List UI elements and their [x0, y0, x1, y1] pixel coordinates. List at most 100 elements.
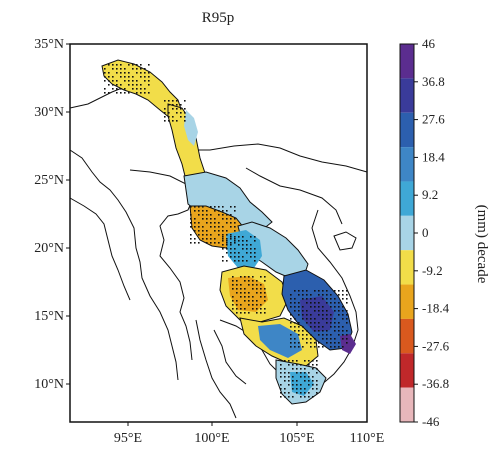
stipple-dot [244, 300, 246, 302]
stipple-dot [120, 92, 122, 94]
stipple-dot [342, 314, 344, 316]
stipple-dot [290, 334, 292, 336]
stipple-dot [214, 210, 216, 212]
stipple-dot [244, 292, 246, 294]
stipple-dot [308, 380, 310, 382]
stipple-dot [304, 360, 306, 362]
stipple-dot [298, 326, 300, 328]
stipple-dot [218, 234, 220, 236]
stipple-dot [304, 388, 306, 390]
stipple-dot [112, 64, 114, 66]
stipple-dot [294, 326, 296, 328]
stipple-dot [312, 380, 314, 382]
stipple-dot [334, 310, 336, 312]
stipple-dot [280, 388, 282, 390]
stipple-dot [214, 206, 216, 208]
stipple-dot [260, 296, 262, 298]
significance-stippling [104, 64, 348, 398]
stipple-dot [222, 238, 224, 240]
stipple-dot [210, 226, 212, 228]
stipple-dot [136, 80, 138, 82]
stipple-dot [316, 384, 318, 386]
stipple-dot [234, 236, 236, 238]
stipple-dot [296, 372, 298, 374]
stipple-dot [302, 314, 304, 316]
stipple-dot [330, 338, 332, 340]
stipple-dot [198, 230, 200, 232]
stipple-dot [290, 318, 292, 320]
stipple-dot [312, 388, 314, 390]
stipple-dot [240, 292, 242, 294]
stipple-dot [342, 318, 344, 320]
stipple-dot [312, 376, 314, 378]
stipple-dot [250, 244, 252, 246]
stipple-dot [232, 304, 234, 306]
stipple-dot [168, 104, 170, 106]
stipple-dot [236, 284, 238, 286]
stipple-dot [294, 318, 296, 320]
stipple-dot [232, 276, 234, 278]
stipple-dot [222, 260, 224, 262]
stipple-dot [140, 76, 142, 78]
stipple-dot [346, 330, 348, 332]
basin-south-highlands-light [300, 296, 334, 332]
stipple-dot [236, 304, 238, 306]
stipple-dot [222, 218, 224, 220]
stipple-dot [256, 304, 258, 306]
stipple-dot [132, 84, 134, 86]
stipple-dot [230, 248, 232, 250]
stipple-dot [210, 206, 212, 208]
stipple-dot [256, 308, 258, 310]
stipple-dot [184, 100, 186, 102]
stipple-dot [338, 310, 340, 312]
stipple-dot [338, 322, 340, 324]
stipple-dot [342, 294, 344, 296]
stipple-dot [252, 308, 254, 310]
stipple-dot [314, 318, 316, 320]
stipple-dot [226, 252, 228, 254]
stipple-dot [132, 64, 134, 66]
stipple-dot [314, 290, 316, 292]
stipple-dot [148, 84, 150, 86]
stipple-dot [168, 120, 170, 122]
stipple-dot [172, 120, 174, 122]
colorbar [399, 43, 415, 423]
stipple-dot [326, 334, 328, 336]
stipple-dot [318, 306, 320, 308]
stipple-dot [202, 230, 204, 232]
stipple-dot [124, 76, 126, 78]
stipple-dot [330, 334, 332, 336]
stipple-dot [144, 68, 146, 70]
stipple-dot [292, 360, 294, 362]
stipple-dot [288, 376, 290, 378]
colorbar-tick-label: -9.2 [422, 263, 443, 278]
stipple-dot [194, 222, 196, 224]
stipple-dot [290, 306, 292, 308]
stipple-dot [222, 248, 224, 250]
stipple-dot [314, 298, 316, 300]
stipple-dot [168, 112, 170, 114]
stipple-dot [218, 226, 220, 228]
stipple-dot [202, 206, 204, 208]
stipple-dot [144, 72, 146, 74]
stipple-dot [296, 380, 298, 382]
stipple-dot [280, 384, 282, 386]
stipple-dot [144, 76, 146, 78]
stipple-dot [144, 80, 146, 82]
stipple-dot [240, 276, 242, 278]
colorbar-ticks: 46 36.8 27.6 18.4 9.2 0 -9.2 -18.4 -27.6 -36.8 -46 [414, 36, 450, 429]
stipple-dot [238, 240, 240, 242]
stipple-dot [330, 306, 332, 308]
stipple-dot [242, 260, 244, 262]
stipple-dot [338, 334, 340, 336]
stipple-dot [334, 342, 336, 344]
stipple-dot [230, 238, 232, 240]
stipple-dot [222, 244, 224, 246]
stipple-dot [342, 326, 344, 328]
stipple-dot [222, 214, 224, 216]
stipple-dot [346, 318, 348, 320]
stipple-dot [234, 238, 236, 240]
stipple-dot [256, 280, 258, 282]
stipple-dot [342, 346, 344, 348]
